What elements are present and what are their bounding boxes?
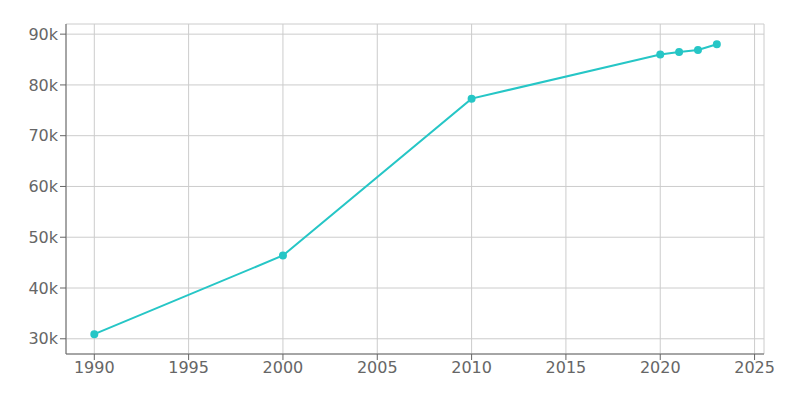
svg-text:40k: 40k: [28, 279, 58, 298]
svg-text:90k: 90k: [28, 25, 58, 44]
svg-text:30k: 30k: [28, 329, 58, 348]
svg-text:60k: 60k: [28, 177, 58, 196]
svg-text:80k: 80k: [28, 76, 58, 95]
svg-text:2015: 2015: [546, 358, 587, 377]
svg-text:2010: 2010: [451, 358, 492, 377]
svg-text:70k: 70k: [28, 126, 58, 145]
svg-text:2005: 2005: [357, 358, 398, 377]
svg-text:2025: 2025: [734, 358, 775, 377]
svg-text:1990: 1990: [74, 358, 115, 377]
svg-text:50k: 50k: [28, 228, 58, 247]
svg-text:2000: 2000: [263, 358, 304, 377]
svg-text:2020: 2020: [640, 358, 681, 377]
svg-text:1995: 1995: [168, 358, 209, 377]
